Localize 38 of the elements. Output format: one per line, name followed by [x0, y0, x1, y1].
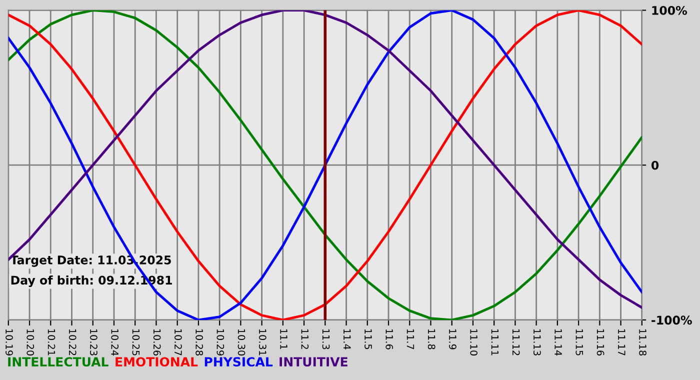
- x-tick-label: 10.28: [196, 329, 203, 356]
- x-tick-label: 10.24: [111, 329, 119, 356]
- x-tick-label: 10.22: [68, 329, 76, 356]
- x-tick-label: 10.25: [132, 329, 140, 356]
- x-tick-label: 11.12: [512, 329, 520, 356]
- x-tick-label: 11.9: [449, 329, 456, 350]
- x-tick-label: 11.6: [386, 329, 394, 350]
- y-tick-label: -100%: [652, 316, 692, 325]
- y-tick-label: 100%: [652, 6, 688, 15]
- text: EMOTIONAL: [116, 357, 198, 367]
- x-tick-label: 11.11: [491, 329, 498, 356]
- x-tick-label: 11.8: [428, 329, 436, 350]
- x-tick-label: 11.17: [618, 329, 626, 356]
- x-tick-label: 10.20: [26, 329, 34, 356]
- x-tick-label: 11.14: [554, 329, 562, 356]
- text: PHYSICAL: [204, 357, 273, 367]
- text: INTELLECTUAL: [8, 357, 108, 367]
- x-tick-label: 11.7: [406, 329, 414, 350]
- x-tick-label: 11.1: [280, 329, 288, 350]
- x-tick-label: 11.13: [533, 329, 541, 356]
- x-tick-label: 10.30: [238, 329, 246, 356]
- y-tick-label: 0: [651, 160, 659, 170]
- x-tick-label: 11.18: [639, 329, 646, 356]
- x-tick-label: 10.23: [90, 329, 98, 356]
- x-tick-label: 10.27: [174, 329, 182, 356]
- x-tick-label: 11.10: [470, 329, 478, 356]
- x-tick-label: 10.26: [153, 329, 161, 356]
- x-tick-label: 11.3: [322, 329, 330, 350]
- x-tick-label: 11.15: [576, 329, 583, 356]
- x-tick-label: 10.31: [258, 329, 266, 356]
- x-tick-label: 10.19: [6, 329, 13, 356]
- text: INTUITIVE: [280, 357, 348, 367]
- x-tick-label: 11.4: [344, 329, 351, 350]
- x-tick-label: 11.5: [364, 329, 372, 350]
- x-tick-label: 11.2: [301, 329, 309, 349]
- x-tick-label: 11.16: [596, 329, 604, 356]
- x-tick-label: 10.21: [48, 329, 56, 356]
- x-tick-label: 10.29: [216, 329, 224, 356]
